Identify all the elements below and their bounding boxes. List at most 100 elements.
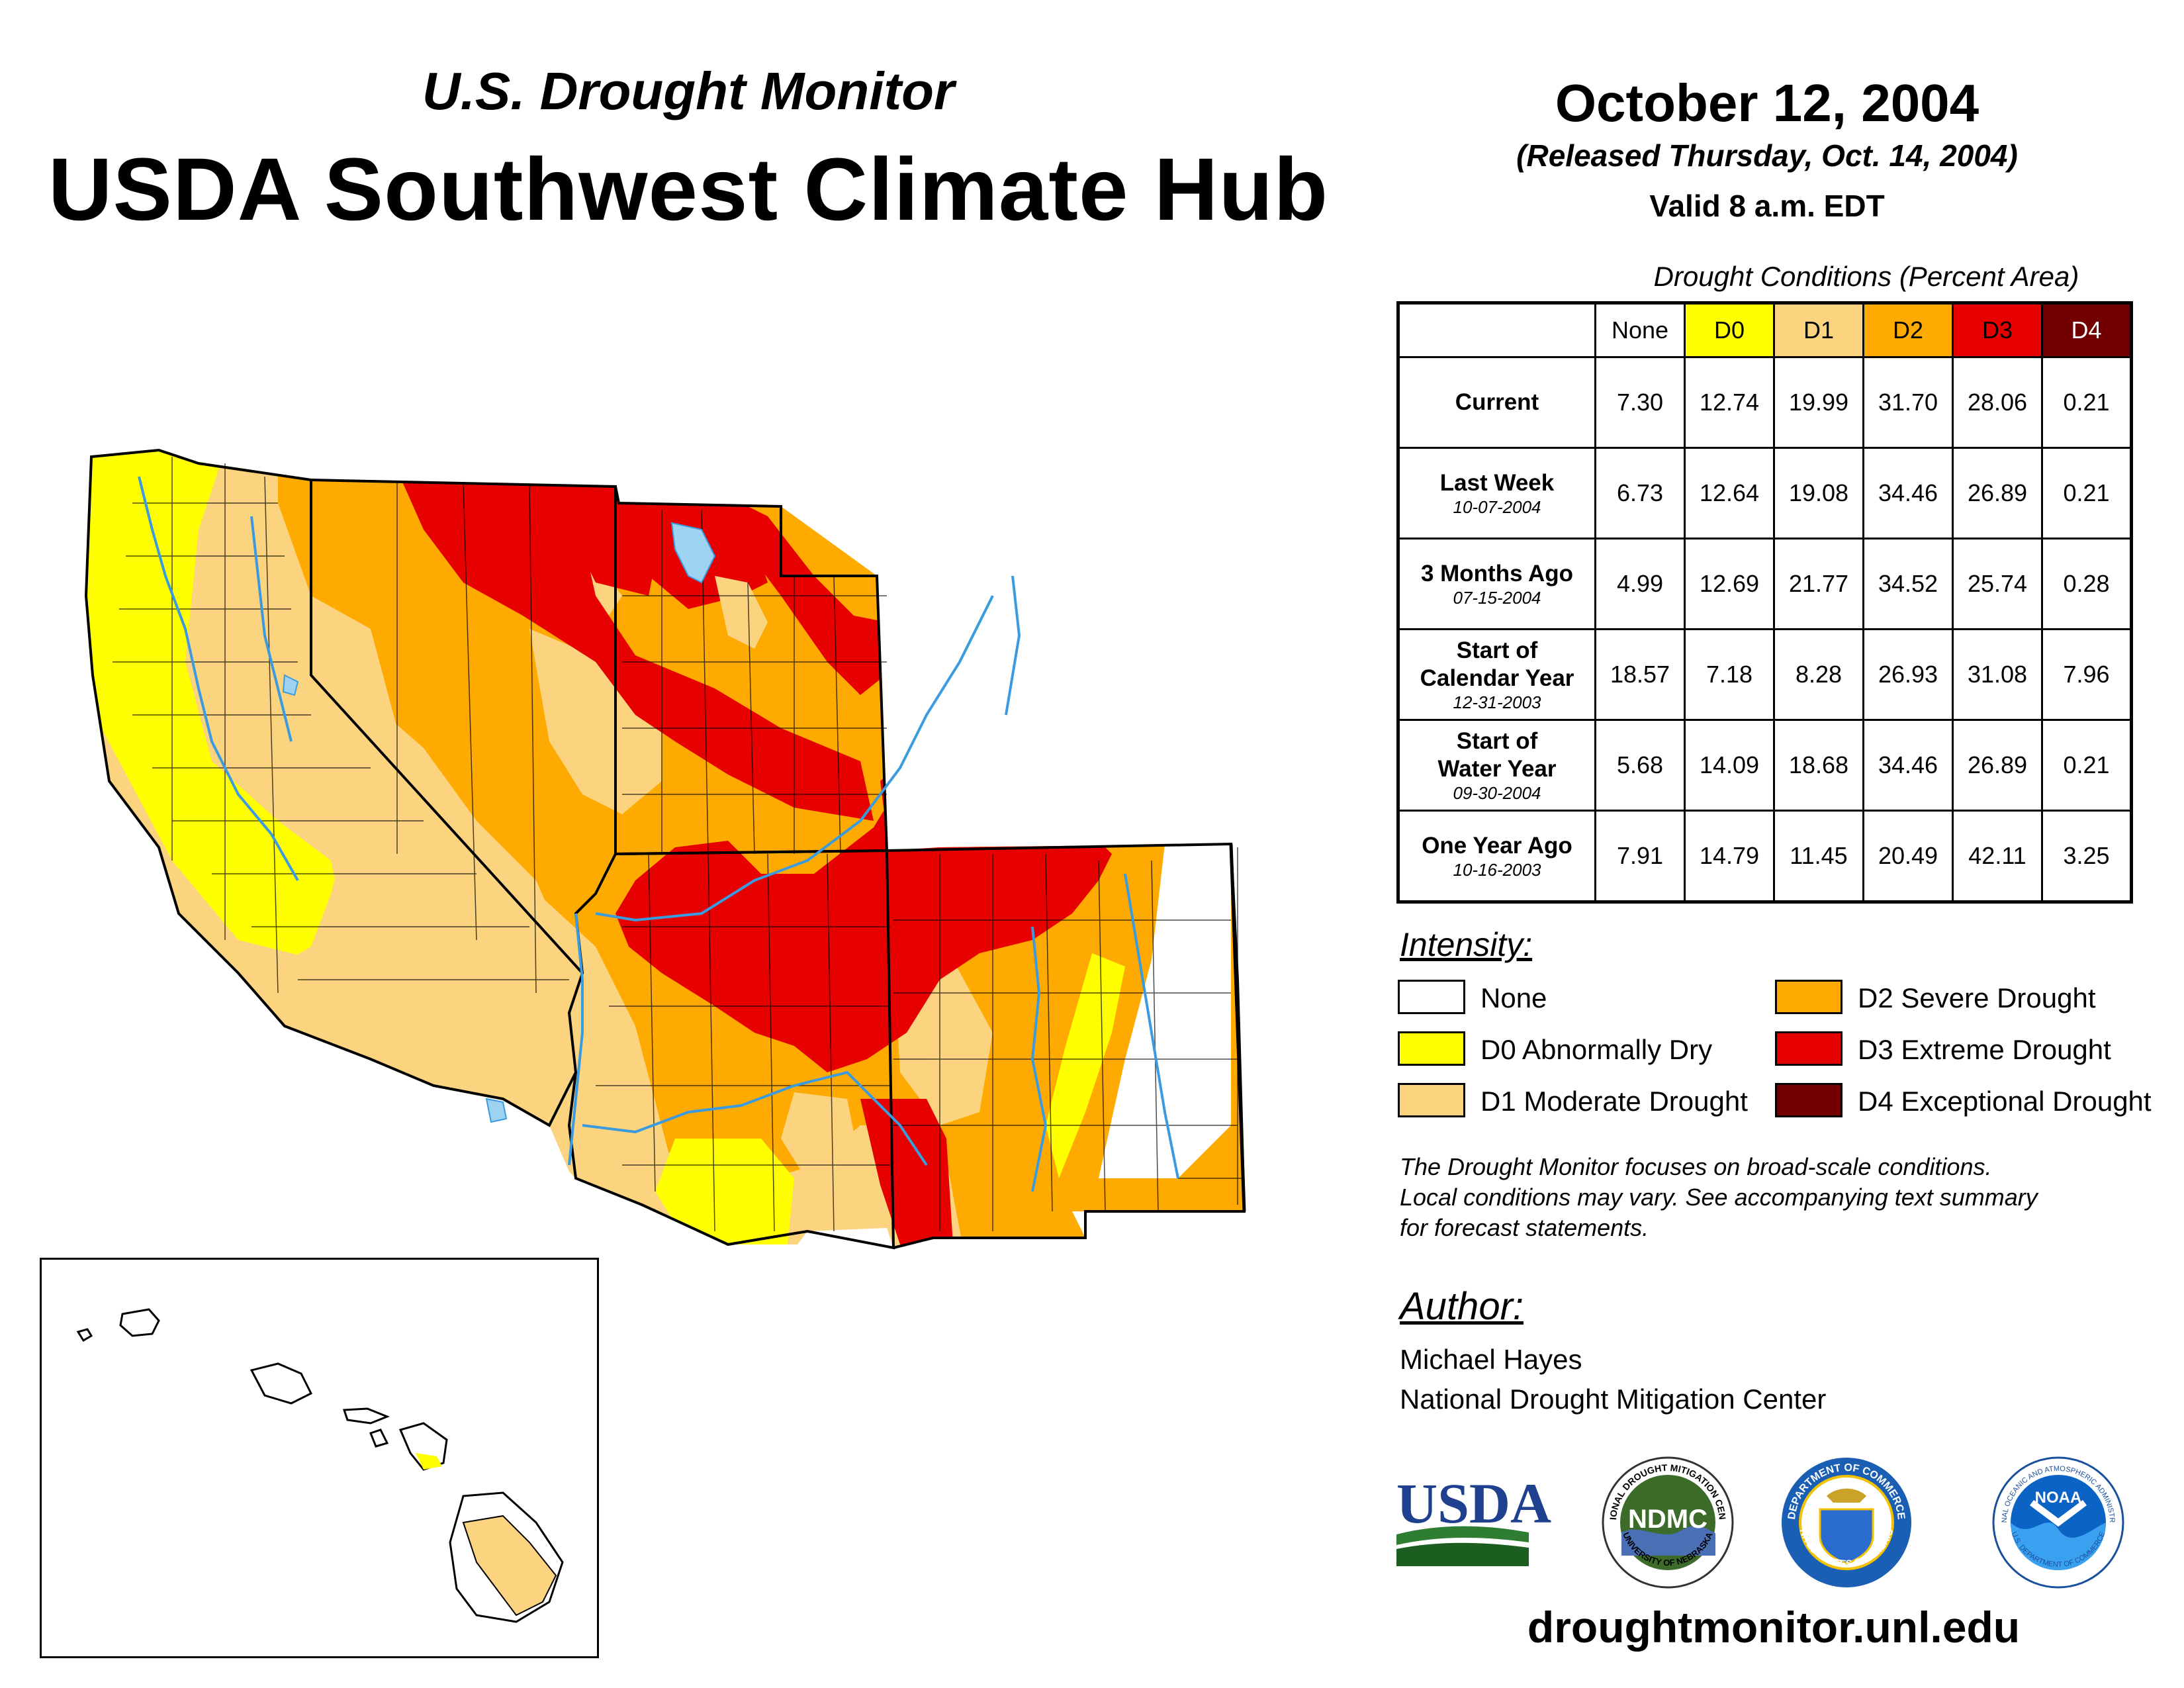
- author-heading: Author:: [1400, 1285, 1524, 1328]
- noaa-logo-text: NOAA: [2035, 1489, 2082, 1507]
- table-cell: 21.77: [1773, 538, 1864, 630]
- table-cell: 11.45: [1773, 810, 1864, 903]
- table-cell: 26.93: [1862, 628, 1954, 721]
- table-row: 3 Months Ago 07-15-2004 4.99 12.69 21.77 34.5…: [1397, 538, 2132, 630]
- table-cell: 7.18: [1684, 628, 1775, 721]
- row-date: 07-15-2004: [1453, 588, 1541, 608]
- column-header-none: None: [1594, 302, 1686, 358]
- table-cell: 26.89: [1952, 719, 2043, 812]
- table-cell: 7.96: [2041, 628, 2132, 721]
- table-cell: 12.74: [1684, 356, 1775, 449]
- table-header-row: None D0 D1 D2 D3 D4: [1398, 302, 2132, 358]
- table-cell: 0.21: [2041, 356, 2132, 449]
- row-label-line: Start of: [1456, 637, 1538, 663]
- lakes: [282, 522, 716, 1123]
- table-row: One Year Ago 10-16-2003 7.91 14.79 11.45 20.4…: [1397, 810, 2132, 903]
- table-cell: 18.68: [1773, 719, 1864, 812]
- table-cell: 8.28: [1773, 628, 1864, 721]
- row-label: One Year Ago 10-16-2003: [1397, 810, 1596, 903]
- table-row: Start of Water Year 09-30-2004 5.68 14.09 18.…: [1397, 719, 2132, 812]
- none-area: [1099, 835, 1231, 1178]
- table-cell: 20.49: [1862, 810, 1954, 903]
- legend-label: D2 Severe Drought: [1858, 982, 2096, 1013]
- table-cell: 25.74: [1952, 538, 2043, 630]
- table-row: Last Week 10-07-2004 6.73 12.64 19.08 34.46 26…: [1397, 447, 2132, 539]
- table-cell: 7.91: [1594, 810, 1686, 903]
- table-cell: 0.28: [2041, 538, 2132, 630]
- valid-time: Valid 8 a.m. EDT: [1649, 189, 1885, 223]
- legend-swatch: [1775, 980, 1843, 1014]
- table-cell: 0.21: [2041, 447, 2132, 539]
- map-title: USDA Southwest Climate Hub: [48, 140, 1329, 239]
- table-cell: 5.68: [1594, 719, 1686, 812]
- table-cell: 12.69: [1684, 538, 1775, 630]
- legend-swatch: [1775, 1083, 1843, 1117]
- row-label-line: Water Year: [1437, 756, 1557, 782]
- table-cell: 3.25: [2041, 810, 2132, 903]
- table-cell: 31.08: [1952, 628, 2043, 721]
- table-cell: 19.99: [1773, 356, 1864, 449]
- release-date: (Released Thursday, Oct. 14, 2004): [1516, 138, 2018, 173]
- county-lines: [113, 457, 1244, 1232]
- table-cell: 18.57: [1594, 628, 1686, 721]
- legend-label: D0 Abnormally Dry: [1480, 1034, 1713, 1065]
- website-url[interactable]: droughtmonitor.unl.edu: [1527, 1603, 2021, 1652]
- usda-logo: USDA: [1396, 1472, 1551, 1566]
- row-date: 10-16-2003: [1453, 860, 1541, 880]
- column-header-d0: D0: [1684, 302, 1775, 358]
- table-caption: Drought Conditions (Percent Area): [1653, 261, 2079, 292]
- drought-stats-table: None D0 D1 D2 D3 D4 Current 7.30 12.74 19.9…: [1396, 301, 2133, 904]
- table-cell: 19.08: [1773, 447, 1864, 539]
- table-cell: 26.89: [1952, 447, 2043, 539]
- legend-label: D4 Exceptional Drought: [1858, 1086, 2152, 1117]
- table-cell: 28.06: [1952, 356, 2043, 449]
- column-header-d3: D3: [1952, 302, 2043, 358]
- column-header-d2: D2: [1862, 302, 1954, 358]
- row-label-line: Current: [1455, 389, 1539, 415]
- table-corner: [1398, 303, 1596, 358]
- note-line: Local conditions may vary. See accompany…: [1400, 1184, 2038, 1211]
- table-cell: 34.46: [1862, 447, 1954, 539]
- hawaii-inset-frame: [40, 1258, 599, 1658]
- note-line: The Drought Monitor focuses on broad-sca…: [1400, 1153, 1992, 1180]
- column-header-d4: D4: [2041, 302, 2132, 358]
- ndmc-logo: NDMC NATIONAL DROUGHT MITIGATION CENTER …: [1598, 1456, 1734, 1589]
- row-label-line: One Year Ago: [1422, 833, 1572, 859]
- row-label: Last Week 10-07-2004: [1397, 447, 1596, 539]
- rivers: [138, 476, 1179, 1192]
- commerce-seal: DEPARTMENT OF COMMERCE UNITED STATES OF …: [1777, 1456, 1911, 1587]
- row-label-line: 3 Months Ago: [1420, 561, 1574, 586]
- row-label: 3 Months Ago 07-15-2004: [1397, 538, 1596, 630]
- legend-swatch: [1398, 1083, 1465, 1117]
- row-label-line: Start of: [1456, 728, 1538, 754]
- row-label: Start of Water Year 09-30-2004: [1397, 719, 1596, 812]
- row-label: Current: [1397, 356, 1596, 449]
- author-org: National Drought Mitigation Center: [1400, 1383, 1827, 1415]
- author-name: Michael Hayes: [1400, 1344, 1582, 1375]
- legend-heading: Intensity:: [1400, 926, 1533, 963]
- row-label-line: Last Week: [1439, 470, 1555, 496]
- disclaimer-note: The Drought Monitor focuses on broad-sca…: [1400, 1152, 2161, 1243]
- legend-label: D3 Extreme Drought: [1858, 1034, 2111, 1065]
- table-cell: 14.09: [1684, 719, 1775, 812]
- legend-swatch: [1398, 1031, 1465, 1066]
- noaa-logo: NOAA NATIONAL OCEANIC AND ATMOSPHERIC AD…: [1989, 1456, 2124, 1589]
- table-row: Current 7.30 12.74 19.99 31.70 28.06 0.21: [1397, 356, 2132, 449]
- legend-label: D1 Moderate Drought: [1480, 1086, 1748, 1117]
- ndmc-logo-text: NDMC: [1628, 1505, 1707, 1534]
- note-line: for forecast statements.: [1400, 1214, 1649, 1241]
- usda-logo-text: USDA: [1396, 1472, 1551, 1535]
- table-cell: 7.30: [1594, 356, 1686, 449]
- column-header-d1: D1: [1773, 302, 1864, 358]
- row-date: 12-31-2003: [1453, 692, 1541, 712]
- map-date: October 12, 2004: [1555, 73, 1979, 132]
- table-cell: 6.73: [1594, 447, 1686, 539]
- legend-swatch: [1398, 980, 1465, 1014]
- table-cell: 14.79: [1684, 810, 1775, 903]
- row-date: 10-07-2004: [1453, 497, 1541, 517]
- table-cell: 12.64: [1684, 447, 1775, 539]
- legend-swatch: [1775, 1031, 1843, 1066]
- legend-label: None: [1480, 982, 1547, 1013]
- table-cell: 34.46: [1862, 719, 1954, 812]
